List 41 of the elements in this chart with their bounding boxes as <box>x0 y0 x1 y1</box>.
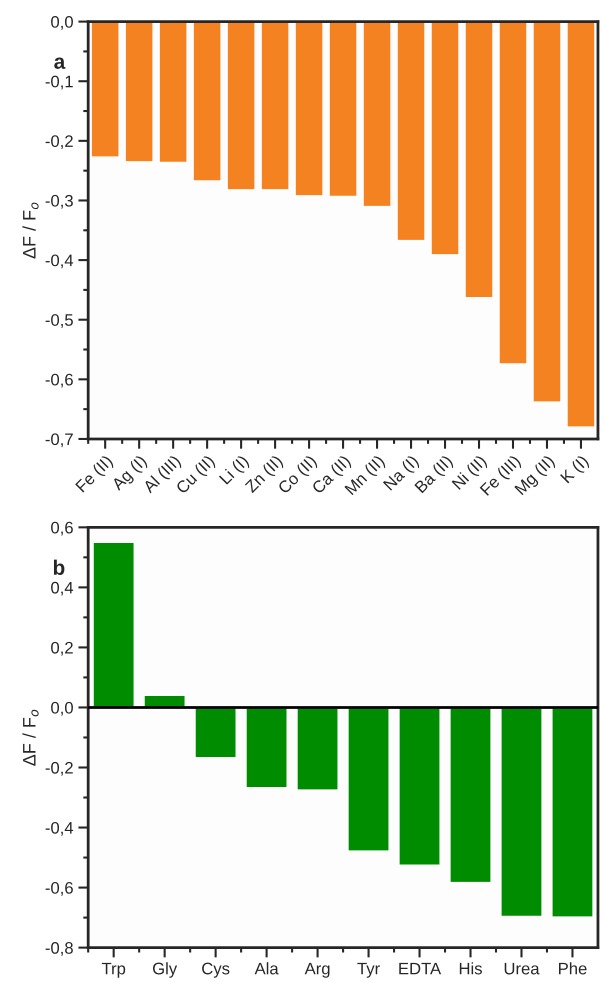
y-tick-label: 0,2 <box>51 642 73 656</box>
bar <box>246 707 286 788</box>
x-tick-label: K (I) <box>560 454 592 486</box>
x-tick-label: EDTA <box>399 962 442 974</box>
x-tick-label: Phe <box>559 962 587 974</box>
bar <box>552 707 592 916</box>
y-tick-label: -0,6 <box>46 882 73 896</box>
x-tick-label: Trp <box>102 962 126 978</box>
y-tick-label: -0,1 <box>46 76 73 90</box>
x-tick-label: His <box>460 962 482 974</box>
y-tick-label: -0,2 <box>46 762 73 776</box>
y-axis-title: ΔF / F$_{o}$ <box>22 710 39 766</box>
x-tick-label: Tyr <box>357 962 380 978</box>
y-tick-label: -0,3 <box>46 194 73 209</box>
x-tick-label: Cys <box>202 962 230 978</box>
y-tick-label: 0,4 <box>51 582 74 596</box>
x-tick-label: Arg <box>304 962 330 978</box>
bar <box>298 707 338 790</box>
y-tick-label: 0,0 <box>51 16 73 30</box>
y-axis-title: ΔF / F$_{o}$ <box>22 202 39 259</box>
y-tick-label: -0,2 <box>46 135 73 150</box>
bar <box>400 707 440 864</box>
y-tick-label: -0,4 <box>46 254 74 268</box>
y-tick-label: 0,0 <box>51 702 73 716</box>
x-tick-label: Ala <box>254 962 279 974</box>
bar <box>450 707 490 882</box>
bar <box>502 707 542 916</box>
y-tick-label: -0,8 <box>46 942 73 956</box>
bar <box>94 542 134 708</box>
x-tick-label: Fe (II) <box>74 454 116 495</box>
bar <box>348 707 388 850</box>
y-tick-label: -0,7 <box>46 433 73 448</box>
x-tick-label: Urea <box>504 962 540 974</box>
y-tick-label: 0,6 <box>51 522 73 536</box>
x-tick-label: Gly <box>152 962 178 978</box>
y-tick-label: -0,6 <box>46 374 73 388</box>
text: a <box>54 58 66 69</box>
text: b <box>54 560 64 575</box>
bar <box>196 707 236 757</box>
y-tick-label: -0,4 <box>46 822 74 836</box>
y-tick-label: -0,5 <box>46 314 73 328</box>
